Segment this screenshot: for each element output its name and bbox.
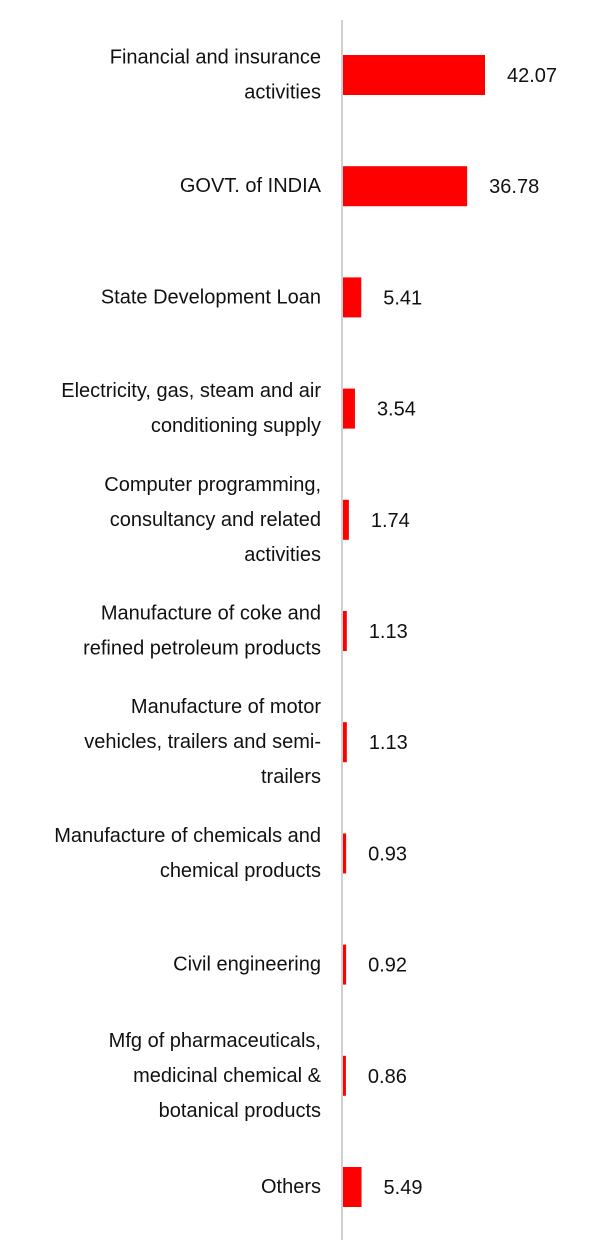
category-label-9-line-2: botanical products <box>159 1100 321 1122</box>
category-label-8-line-0: Civil engineering <box>173 954 321 976</box>
value-label-8: 0.92 <box>368 955 407 977</box>
value-label-3: 3.54 <box>377 399 416 421</box>
value-label-9: 0.86 <box>368 1066 407 1088</box>
category-label-6-line-0: Manufacture of motor <box>131 696 321 718</box>
category-label-3-line-0: Electricity, gas, steam and air <box>61 380 321 402</box>
bar-7 <box>343 833 347 874</box>
category-label-7-line-1: chemical products <box>160 860 321 882</box>
category-label-7-line-0: Manufacture of chemicals and <box>54 825 321 847</box>
bar-5 <box>343 611 347 651</box>
category-label-6-line-2: trailers <box>261 766 321 788</box>
bar-4 <box>343 499 349 540</box>
category-label-5-line-1: refined petroleum products <box>83 638 321 660</box>
value-label-6: 1.13 <box>369 732 408 754</box>
category-label-3-line-1: conditioning supply <box>151 415 321 437</box>
bar-1 <box>343 166 468 207</box>
category-label-9-line-1: medicinal chemical & <box>133 1065 322 1087</box>
category-label-4-line-2: activities <box>244 544 321 566</box>
category-labels-group: Financial and insurance activities GOVT. o… <box>54 47 321 1199</box>
category-label-4-line-0: Computer programming, <box>104 474 321 496</box>
category-label-0-line-1: activities <box>244 82 321 104</box>
category-label-2-line-0: State Development Loan <box>101 286 321 308</box>
bar-9 <box>343 1055 346 1096</box>
category-label-0-line-0: Financial and insurance <box>110 47 321 69</box>
value-label-5: 1.13 <box>369 621 408 643</box>
bar-8 <box>343 944 347 985</box>
value-label-7: 0.93 <box>368 843 407 865</box>
category-label-10-line-0: Others <box>261 1176 321 1198</box>
category-label-1-line-0: GOVT. of INDIA <box>180 175 322 197</box>
value-label-10: 5.49 <box>384 1177 423 1199</box>
bar-2 <box>343 277 362 318</box>
value-label-2: 5.41 <box>383 287 422 309</box>
bar-6 <box>343 722 347 763</box>
category-label-9-line-0: Mfg of pharmaceuticals, <box>109 1030 321 1052</box>
category-label-5-line-0: Manufacture of coke and <box>101 603 321 625</box>
bar-3 <box>343 388 355 429</box>
value-label-1: 36.78 <box>489 176 539 198</box>
category-label-6-line-1: vehicles, trailers and semi- <box>84 731 321 753</box>
value-label-0: 42.07 <box>507 65 557 87</box>
value-labels-group: 42.07 36.78 5.41 3.54 1.74 1.13 1.13 0.93 0.92 0.… <box>368 65 557 1199</box>
bar-10 <box>343 1167 362 1207</box>
category-label-4-line-1: consultancy and related <box>110 509 321 531</box>
value-label-4: 1.74 <box>371 510 410 532</box>
bar-0 <box>343 55 485 95</box>
bars-group <box>343 55 485 1207</box>
